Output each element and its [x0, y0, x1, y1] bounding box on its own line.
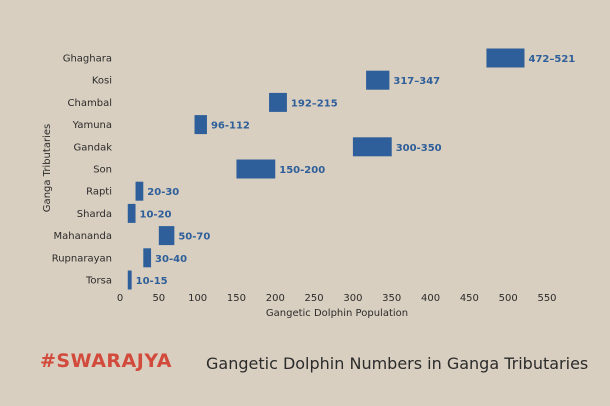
- x-tick-label: 350: [382, 293, 401, 304]
- bar-data-label: 472–521: [528, 54, 575, 65]
- x-tick-label: 400: [421, 293, 440, 304]
- y-tick-label: Ghaghara: [63, 54, 112, 65]
- y-tick-label: Chambal: [68, 98, 112, 109]
- x-tick-label: 450: [460, 293, 479, 304]
- range-bars: [127, 48, 525, 290]
- range-bar: [352, 137, 392, 157]
- bar-data-label: 150-200: [279, 165, 325, 176]
- range-bar: [366, 70, 390, 90]
- bar-data-label: 317–347: [393, 76, 440, 87]
- range-bar: [127, 270, 132, 290]
- y-tick-label: Gandak: [74, 142, 113, 153]
- x-tick-label: 100: [188, 293, 207, 304]
- y-axis-title: Ganga Tributaries: [42, 124, 53, 212]
- bar-data-label: 10-20: [140, 209, 172, 220]
- x-tick-label: 550: [537, 293, 556, 304]
- bar-data-label: 50-70: [178, 232, 210, 243]
- y-tick-label: Kosi: [92, 76, 112, 87]
- bar-data-label: 192–215: [291, 98, 338, 109]
- bar-data-label: 10-15: [136, 276, 168, 287]
- y-tick-label: Mahananda: [53, 231, 112, 242]
- y-tick-label: Rapti: [86, 187, 112, 198]
- range-bar: [127, 203, 136, 223]
- y-axis-category-labels: Ghaghara Kosi Chambal Yamuna Gandak Son Rapti S…: [52, 54, 112, 287]
- x-tick-label: 50: [152, 293, 165, 304]
- x-tick-label: 200: [266, 293, 285, 304]
- range-bar: [269, 92, 287, 112]
- x-axis-title: Gangetic Dolphin Population: [266, 308, 408, 319]
- y-tick-label: Rupnarayan: [52, 253, 112, 264]
- bar-data-label: 30-40: [155, 254, 187, 265]
- x-axis-tick-labels: 0 50 100 150 200 250 300 350 400 450 500 550: [117, 293, 557, 304]
- range-bar: [236, 159, 276, 179]
- range-bar-labels: 472–521 317–347 192–215 96-112 300-350 150-20…: [136, 54, 576, 287]
- y-tick-label: Yamuna: [72, 120, 112, 131]
- y-tick-label: Torsa: [85, 276, 112, 287]
- brand-logo: #SWARAJYA: [40, 350, 172, 372]
- range-bar: [486, 48, 525, 68]
- x-tick-label: 500: [499, 293, 518, 304]
- y-tick-label: Son: [93, 165, 112, 176]
- bar-data-label: 96-112: [211, 121, 250, 132]
- range-bar: [194, 115, 207, 135]
- y-tick-label: Sharda: [77, 209, 112, 220]
- chart-title: Gangetic Dolphin Numbers in Ganga Tribut…: [206, 354, 589, 373]
- range-bar: [135, 181, 144, 201]
- range-bar: [158, 226, 175, 246]
- x-tick-label: 300: [343, 293, 362, 304]
- bar-data-label: 300-350: [396, 143, 442, 154]
- x-tick-label: 0: [117, 293, 123, 304]
- x-tick-label: 150: [227, 293, 246, 304]
- range-bar: [143, 248, 152, 268]
- bar-data-label: 20-30: [147, 187, 179, 198]
- x-tick-label: 250: [305, 293, 324, 304]
